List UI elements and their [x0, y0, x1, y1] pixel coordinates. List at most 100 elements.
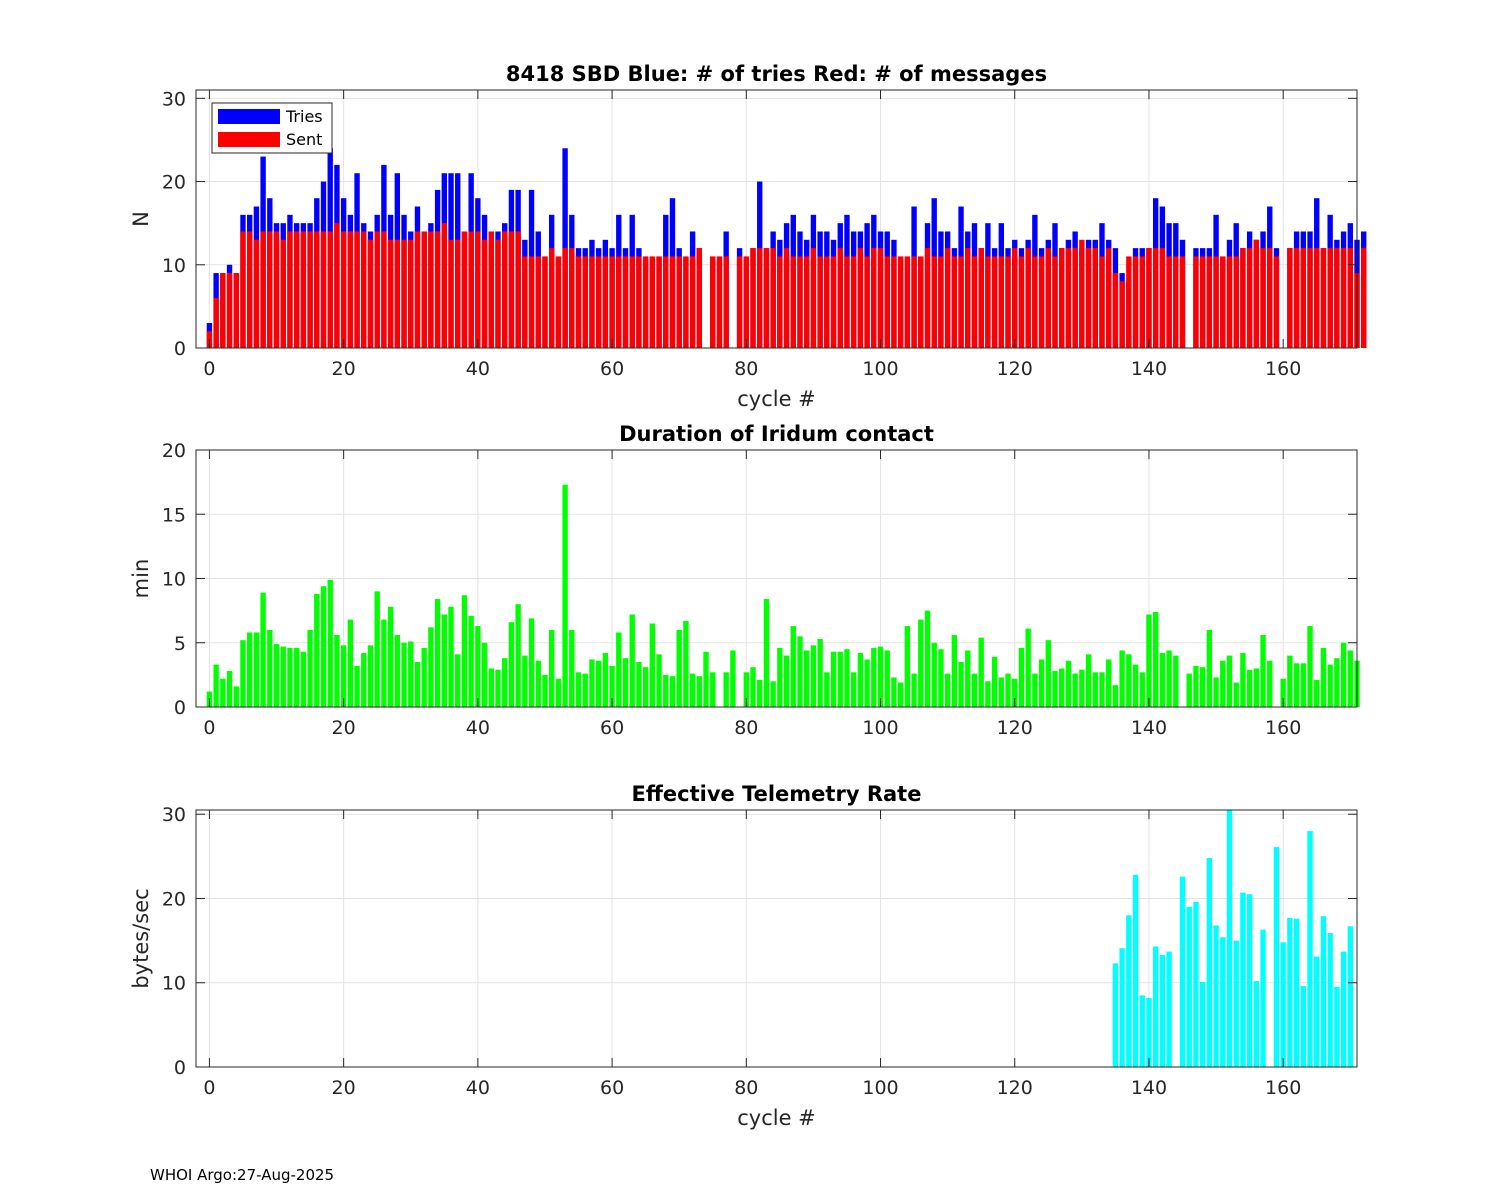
bar-sent — [884, 256, 890, 348]
bar-duration — [1052, 671, 1058, 707]
bar-duration — [891, 677, 897, 707]
bar-sent — [300, 231, 307, 348]
x-tick-label: 100 — [862, 358, 898, 380]
bar-sent — [663, 256, 669, 348]
bar-duration — [1005, 673, 1011, 707]
bar-rate — [1119, 948, 1125, 1067]
bar-duration — [804, 650, 810, 707]
bar-duration — [998, 677, 1005, 707]
bar-sent — [528, 256, 535, 348]
bar-sent — [736, 256, 743, 348]
bar-duration — [253, 632, 260, 707]
bar-duration — [1320, 647, 1327, 707]
bar-duration — [240, 640, 246, 707]
bar-duration — [1152, 611, 1159, 707]
bar-sent — [1260, 248, 1266, 348]
x-axis-label: cycle # — [737, 1106, 816, 1130]
bar-sent — [622, 256, 629, 348]
bar-sent — [1320, 248, 1327, 348]
bar-sent — [797, 256, 803, 348]
bar-rate — [1166, 951, 1172, 1067]
bar-duration — [1340, 642, 1347, 707]
bar-sent — [857, 248, 864, 348]
bar-duration — [428, 627, 434, 707]
bar-duration — [837, 651, 843, 707]
bar-duration — [924, 610, 931, 707]
bar-sent — [1065, 248, 1072, 348]
bar-duration — [575, 672, 582, 707]
x-tick-label: 40 — [466, 358, 490, 380]
bar-duration — [220, 678, 226, 707]
bar-duration — [777, 647, 783, 707]
bar-sent — [387, 239, 394, 348]
legend-label-sent: Sent — [286, 130, 322, 149]
bar-sent — [374, 231, 380, 348]
bar-duration — [844, 649, 850, 707]
bar-sent — [522, 256, 528, 348]
bar-sent — [481, 239, 488, 348]
bar-sent — [434, 231, 441, 348]
bar-sent — [233, 273, 239, 348]
legend-swatch-tries — [218, 109, 280, 124]
bar-rate — [1314, 956, 1320, 1067]
bar-duration — [340, 645, 347, 707]
bar-rate — [1132, 874, 1139, 1067]
bar-sent — [609, 256, 615, 348]
bar-sent — [1246, 248, 1253, 348]
bar-sent — [327, 231, 333, 348]
bar-duration — [1314, 680, 1320, 707]
bar-sent — [757, 248, 763, 348]
bar-sent — [991, 256, 998, 348]
bar-duration — [441, 614, 447, 707]
bar-sent — [1361, 248, 1367, 348]
bar-sent — [1327, 248, 1333, 348]
bar-duration — [1112, 685, 1119, 707]
bar-sent — [1119, 281, 1125, 348]
bar-duration — [1099, 672, 1105, 707]
bar-duration — [1139, 672, 1145, 707]
x-tick-label: 120 — [997, 717, 1033, 739]
bar-sent — [1112, 273, 1119, 348]
bar-rate — [1226, 810, 1233, 1067]
bar-sent — [1267, 248, 1273, 348]
bar-sent — [629, 256, 635, 348]
bar-sent — [904, 256, 911, 348]
chart-title: Effective Telemetry Rate — [632, 782, 922, 806]
bar-sent — [1166, 256, 1172, 348]
bar-sent — [998, 256, 1005, 348]
bar-duration — [1072, 673, 1078, 707]
bar-sent — [810, 248, 817, 348]
bar-sent — [1340, 248, 1347, 348]
bar-sent — [548, 248, 555, 348]
bar-sent — [1233, 256, 1239, 348]
bar-duration — [307, 629, 313, 707]
x-tick-label: 140 — [1131, 1077, 1167, 1099]
bar-duration — [502, 658, 508, 707]
bar-sent — [334, 223, 340, 348]
bar-duration — [247, 632, 253, 707]
bar-duration — [683, 620, 689, 707]
bar-sent — [488, 231, 494, 348]
chart-title: 8418 SBD Blue: # of tries Red: # of mess… — [506, 62, 1047, 86]
bar-duration — [810, 645, 817, 707]
bar-rate — [1206, 858, 1213, 1067]
bar-sent — [1206, 256, 1213, 348]
axes-box — [195, 89, 1358, 349]
bar-duration — [783, 655, 790, 707]
bar-sent — [1159, 248, 1166, 348]
bar-rate — [1327, 933, 1333, 1067]
y-tick-label: 20 — [162, 440, 186, 462]
bar-duration — [434, 599, 441, 707]
y-tick-label: 20 — [162, 172, 186, 194]
bar-sent — [495, 239, 501, 348]
bar-sent — [569, 248, 575, 348]
bar-duration — [320, 586, 327, 707]
bar-duration — [616, 632, 622, 707]
bar-sent — [723, 256, 729, 348]
bar-duration — [770, 681, 776, 707]
bar-sent — [790, 256, 796, 348]
x-tick-label: 100 — [862, 1077, 898, 1099]
x-tick-label: 20 — [332, 717, 356, 739]
bar-duration — [273, 644, 280, 707]
